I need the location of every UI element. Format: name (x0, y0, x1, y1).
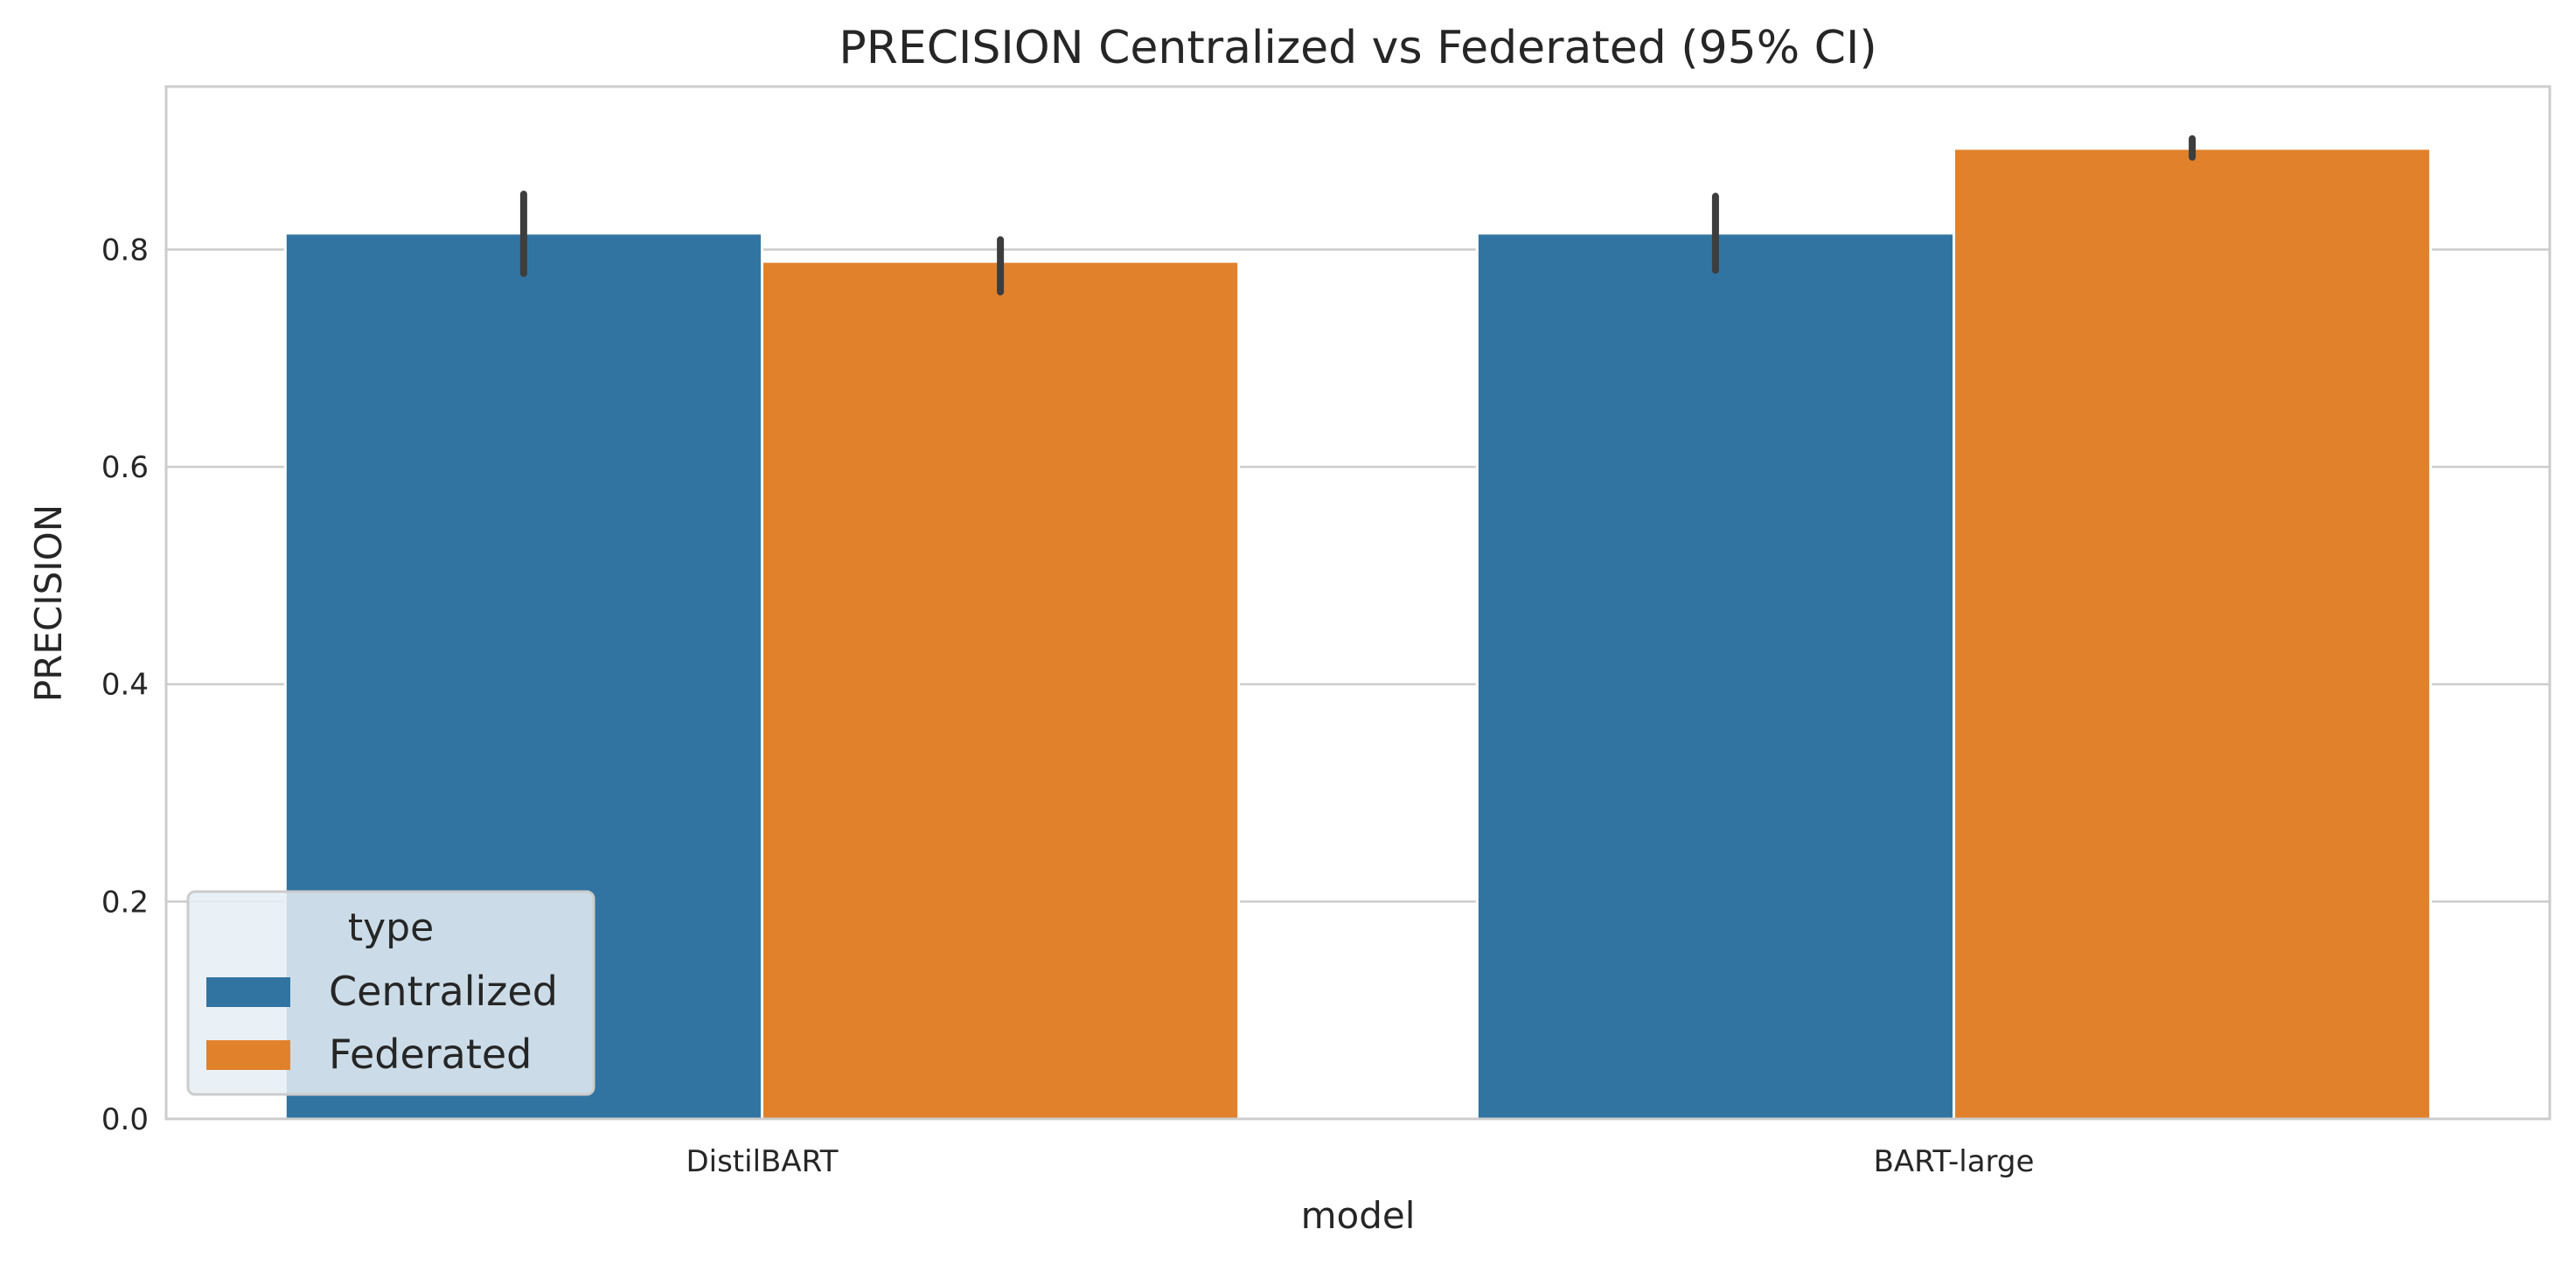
y-axis-ticks: 0.0 0.2 0.4 0.6 0.8 (101, 233, 149, 1137)
x-axis-ticks: DistilBART BART-large (686, 1144, 2034, 1179)
legend-swatch-federated (206, 1040, 290, 1070)
y-axis-title: PRECISION (27, 504, 70, 702)
bars (283, 147, 2433, 1121)
y-tick-label: 0.0 (101, 1102, 149, 1137)
error-bars (519, 135, 2197, 295)
bar-federated-distilbart (761, 260, 1241, 1121)
chart-title: PRECISION Centralized vs Federated (95% … (839, 22, 1876, 74)
x-axis-title: model (1301, 1194, 1416, 1237)
legend-label-centralized: Centralized (329, 968, 558, 1015)
plot-frame (164, 85, 2552, 1121)
legend-title: type (348, 906, 434, 950)
y-tick-label: 0.2 (101, 885, 149, 920)
y-tick-label: 0.6 (101, 450, 149, 485)
legend-label-federated: Federated (329, 1031, 532, 1078)
x-tick-label: DistilBART (686, 1144, 838, 1179)
bar-centralized-bart-large (1475, 232, 1956, 1121)
x-tick-label: BART-large (1874, 1144, 2035, 1179)
y-tick-label: 0.8 (101, 233, 149, 267)
y-tick-label: 0.4 (101, 668, 149, 703)
bar-federated-bart-large (1953, 147, 2433, 1121)
legend: type Centralized Federated (186, 890, 595, 1096)
legend-swatch-centralized (206, 977, 290, 1007)
